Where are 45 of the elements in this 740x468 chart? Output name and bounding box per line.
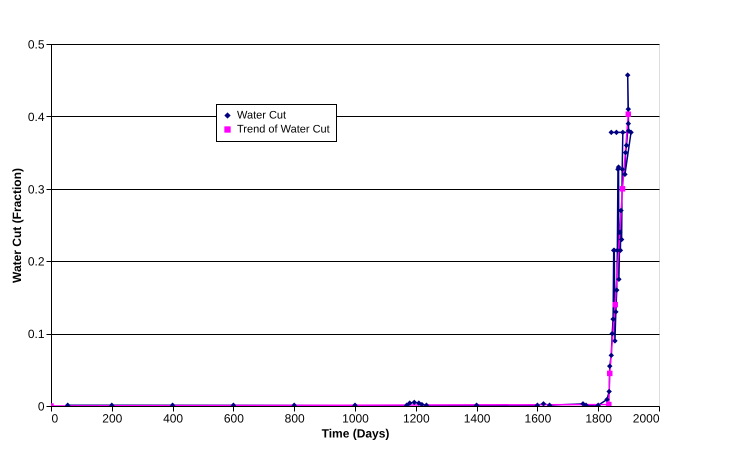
x-axis-title: Time (Days) [322, 426, 390, 440]
point [614, 130, 620, 136]
legend-label: Water Cut [237, 110, 286, 122]
y-tick-label: 0.2 [28, 254, 45, 269]
x-tick-label: 1800 [585, 412, 612, 426]
point [609, 330, 615, 336]
x-tick-label: 1000 [342, 412, 370, 426]
y-tick-label: 0 [38, 400, 45, 414]
point [616, 276, 622, 282]
point [622, 172, 628, 178]
point [607, 363, 612, 369]
x-tick-label: 200 [102, 412, 123, 426]
point [620, 186, 626, 192]
y-tick-label: 0.5 [28, 38, 45, 52]
x-tick-label: 0 [52, 412, 58, 426]
x-tick-label: 1400 [464, 412, 491, 426]
point [419, 402, 425, 406]
x-tick-label: 1200 [402, 412, 430, 426]
point [624, 72, 630, 78]
y-tick-label: 0.3 [28, 182, 45, 196]
point [612, 302, 618, 308]
y-tick-label: 0.4 [28, 110, 45, 124]
point [607, 370, 612, 376]
point [626, 120, 632, 126]
point [613, 309, 619, 315]
point [606, 388, 612, 394]
point [412, 400, 418, 406]
point [626, 128, 632, 134]
point [606, 402, 612, 406]
point [608, 352, 614, 358]
legend-label: Trend of Water Cut [237, 124, 330, 136]
point [540, 401, 546, 406]
x-tick-label: 2000 [632, 412, 660, 426]
x-tick-label: 800 [284, 412, 306, 426]
point [406, 400, 412, 406]
y-axis-title: Water Cut (Fraction) [10, 168, 24, 283]
x-tick-label: 1600 [524, 412, 552, 426]
point [618, 236, 624, 242]
y-tick-label: 0.1 [28, 327, 45, 342]
point [580, 401, 586, 406]
point [626, 111, 632, 117]
x-tick-label: 600 [224, 412, 244, 426]
x-tick-label: 400 [163, 412, 184, 426]
point [604, 396, 610, 402]
point [612, 338, 618, 344]
